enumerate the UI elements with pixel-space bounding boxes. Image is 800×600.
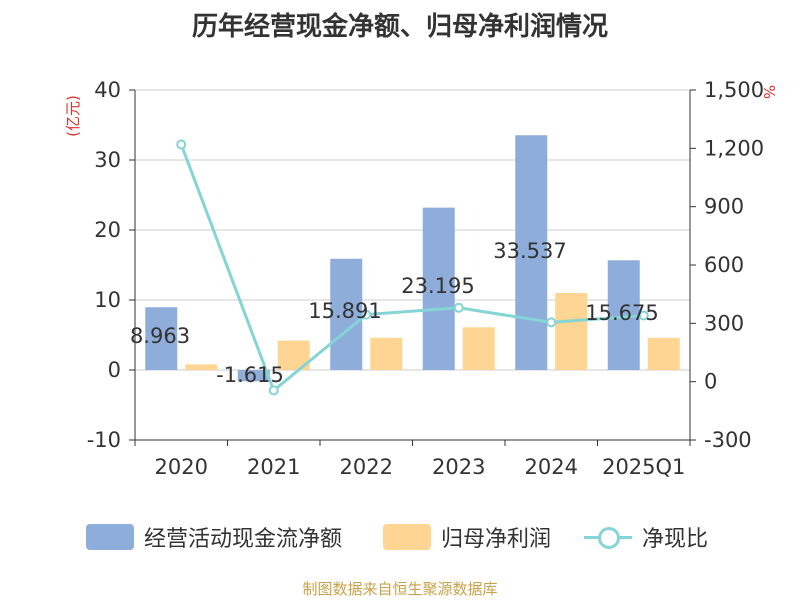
line-point-ratio (176, 139, 187, 150)
y-right-tick-label: 1,500 (704, 78, 764, 102)
chart-title: 历年经营现金净额、归母净利润情况 (191, 12, 608, 42)
y-left-tick-label: 40 (94, 78, 121, 102)
bar-cash (515, 135, 548, 370)
data-label-cash: 23.195 (401, 274, 474, 298)
x-tick-label: 2020 (155, 455, 208, 479)
line-point-ratio (546, 317, 557, 328)
data-label-cash: 15.675 (585, 301, 658, 325)
y-right-tick-label: 0 (704, 370, 717, 394)
line-point-ratio (638, 310, 649, 321)
legend-swatch-ratio (584, 524, 632, 550)
y-right-tick-label: 300 (704, 311, 744, 335)
bar-cash (330, 258, 363, 370)
x-tick-label: 2024 (525, 455, 578, 479)
data-label-cash: 8.963 (130, 324, 190, 348)
bar-cash (422, 207, 455, 370)
x-tick-label: 2025Q1 (602, 455, 685, 479)
source-note: 制图数据来自恒生聚源数据库 (302, 580, 498, 598)
y-left-tick-label: 30 (94, 148, 121, 172)
bar-profit (370, 337, 403, 370)
bar-profit (555, 293, 588, 370)
y-left-tick-label: -10 (87, 428, 121, 452)
y-left-axis-label: (亿元) (64, 95, 82, 137)
y-right-axis-label: % (760, 85, 778, 99)
legend-item-ratio[interactable]: 净现比 (584, 521, 708, 553)
line-point-ratio (453, 302, 464, 313)
y-right-tick-label: 600 (704, 253, 744, 277)
bar-cash (237, 370, 270, 382)
bar-profit (185, 364, 218, 370)
legend-swatch-profit (383, 524, 431, 550)
y-right-tick-label: 900 (704, 195, 744, 219)
x-tick-label: 2022 (340, 455, 393, 479)
y-left-tick-label: 0 (108, 358, 121, 382)
legend-label-cash: 经营活动现金流净额 (144, 527, 343, 552)
legend-label-ratio: 净现比 (642, 527, 709, 552)
legend-label-profit: 归母净利润 (441, 527, 552, 552)
y-right-tick-label: 1,200 (704, 136, 764, 160)
data-label-cash: -1.615 (216, 363, 284, 387)
x-tick-label: 2023 (432, 455, 485, 479)
legend-item-cash[interactable]: 经营活动现金流净额 (86, 521, 342, 553)
y-right-tick-label: -300 (704, 428, 752, 452)
data-label-cash: 33.537 (493, 239, 566, 263)
line-point-ratio (361, 309, 372, 320)
bar-profit (462, 327, 495, 370)
legend: 经营活动现金流净额 归母净利润 净现比 (0, 517, 800, 557)
y-left-tick-label: 10 (94, 288, 121, 312)
data-label-cash: 15.891 (308, 299, 381, 323)
bar-profit (647, 337, 680, 370)
line-ratio (179, 143, 644, 393)
y-left-tick-label: 20 (94, 218, 121, 242)
x-tick-label: 2021 (247, 455, 300, 479)
legend-item-profit[interactable]: 归母净利润 (383, 521, 551, 553)
line-point-ratio (268, 385, 279, 396)
legend-swatch-cash (86, 524, 134, 550)
bar-cash (145, 307, 178, 370)
